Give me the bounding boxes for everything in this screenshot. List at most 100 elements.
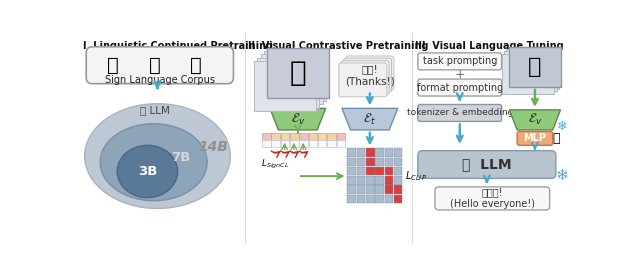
Bar [327,133,336,140]
Bar [356,195,365,203]
Bar [348,195,356,203]
Bar [356,185,365,194]
Bar [356,149,365,157]
Bar [502,54,554,94]
Text: 🧍: 🧍 [289,59,306,87]
Text: 大家好!
(Hello everyone!): 大家好! (Hello everyone!) [450,188,535,209]
Bar [308,140,317,147]
Bar [348,176,356,185]
Text: task prompting: task prompting [422,56,497,66]
Text: +: + [454,68,465,81]
FancyBboxPatch shape [418,151,556,178]
Text: $\mathcal{E}_t$: $\mathcal{E}_t$ [364,112,376,127]
Bar [348,158,356,166]
Bar [366,176,374,185]
Bar [300,140,308,147]
Bar [271,140,280,147]
Bar [356,176,365,185]
Text: I  Linguistic Continued Pretraining: I Linguistic Continued Pretraining [83,41,273,51]
Text: $L_{SignCL}$: $L_{SignCL}$ [260,158,289,171]
Bar [504,51,557,92]
Bar [271,133,280,140]
Bar [366,167,374,175]
Text: 🧑: 🧑 [528,57,541,77]
Bar [267,48,329,98]
Text: format prompting: format prompting [417,82,503,93]
Bar [264,51,326,101]
Bar [375,158,384,166]
FancyBboxPatch shape [341,61,389,95]
Bar [385,195,393,203]
FancyBboxPatch shape [339,63,387,97]
FancyBboxPatch shape [418,79,502,96]
Bar [394,149,403,157]
Polygon shape [509,110,561,130]
Bar [394,167,403,175]
Bar [385,185,393,194]
Text: II  Visual Contrastive Pretraining: II Visual Contrastive Pretraining [248,41,429,51]
Bar [385,167,393,175]
Text: Ⓢ  LLM: Ⓢ LLM [462,158,512,172]
FancyBboxPatch shape [86,47,234,84]
FancyBboxPatch shape [418,53,502,70]
Text: 14B: 14B [198,140,228,154]
Ellipse shape [100,124,207,201]
Polygon shape [342,108,397,130]
Bar [509,47,561,87]
Bar [281,133,289,140]
FancyBboxPatch shape [344,58,392,92]
Text: 💬: 💬 [190,56,202,75]
Bar [267,48,329,98]
Bar [394,176,403,185]
Bar [348,185,356,194]
Bar [375,149,384,157]
Text: 7B: 7B [171,151,190,164]
Ellipse shape [84,104,230,209]
Bar [385,158,393,166]
Bar [385,176,393,185]
Text: ❄: ❄ [557,120,567,133]
Text: $L_{CLIP}$: $L_{CLIP}$ [404,169,427,183]
Bar [394,195,403,203]
Bar [348,167,356,175]
Text: III  Visual Language Tuning: III Visual Language Tuning [415,41,563,51]
FancyBboxPatch shape [517,132,553,145]
Bar [366,158,374,166]
Bar [375,167,384,175]
Text: 🌐: 🌐 [148,56,160,75]
Bar [327,140,336,147]
Bar [394,158,403,166]
Text: Ⓢ LLM: Ⓢ LLM [140,105,170,115]
Text: $\mathcal{E}_v$: $\mathcal{E}_v$ [291,112,305,127]
Bar [257,58,319,108]
Text: tokenizer & embedding: tokenizer & embedding [406,109,513,118]
Text: ❄: ❄ [556,168,568,183]
Bar [356,167,365,175]
Bar [348,149,356,157]
Bar [318,140,326,147]
Bar [318,133,326,140]
Ellipse shape [117,145,178,198]
FancyBboxPatch shape [435,187,550,210]
Bar [385,149,393,157]
Polygon shape [270,108,326,130]
Bar [375,195,384,203]
Bar [300,133,308,140]
Text: 谢谢!
(Thanks!): 谢谢! (Thanks!) [345,64,395,86]
Bar [366,149,374,157]
FancyBboxPatch shape [418,104,502,121]
Text: 📚: 📚 [107,56,118,75]
Bar [366,185,374,194]
Bar [337,133,345,140]
Bar [308,133,317,140]
Bar [394,185,403,194]
Bar [260,55,323,104]
Bar [262,133,271,140]
Bar [356,158,365,166]
Bar [506,49,559,89]
Bar [254,61,316,111]
Bar [281,140,289,147]
Bar [290,140,298,147]
Bar [337,140,345,147]
Bar [375,185,384,194]
